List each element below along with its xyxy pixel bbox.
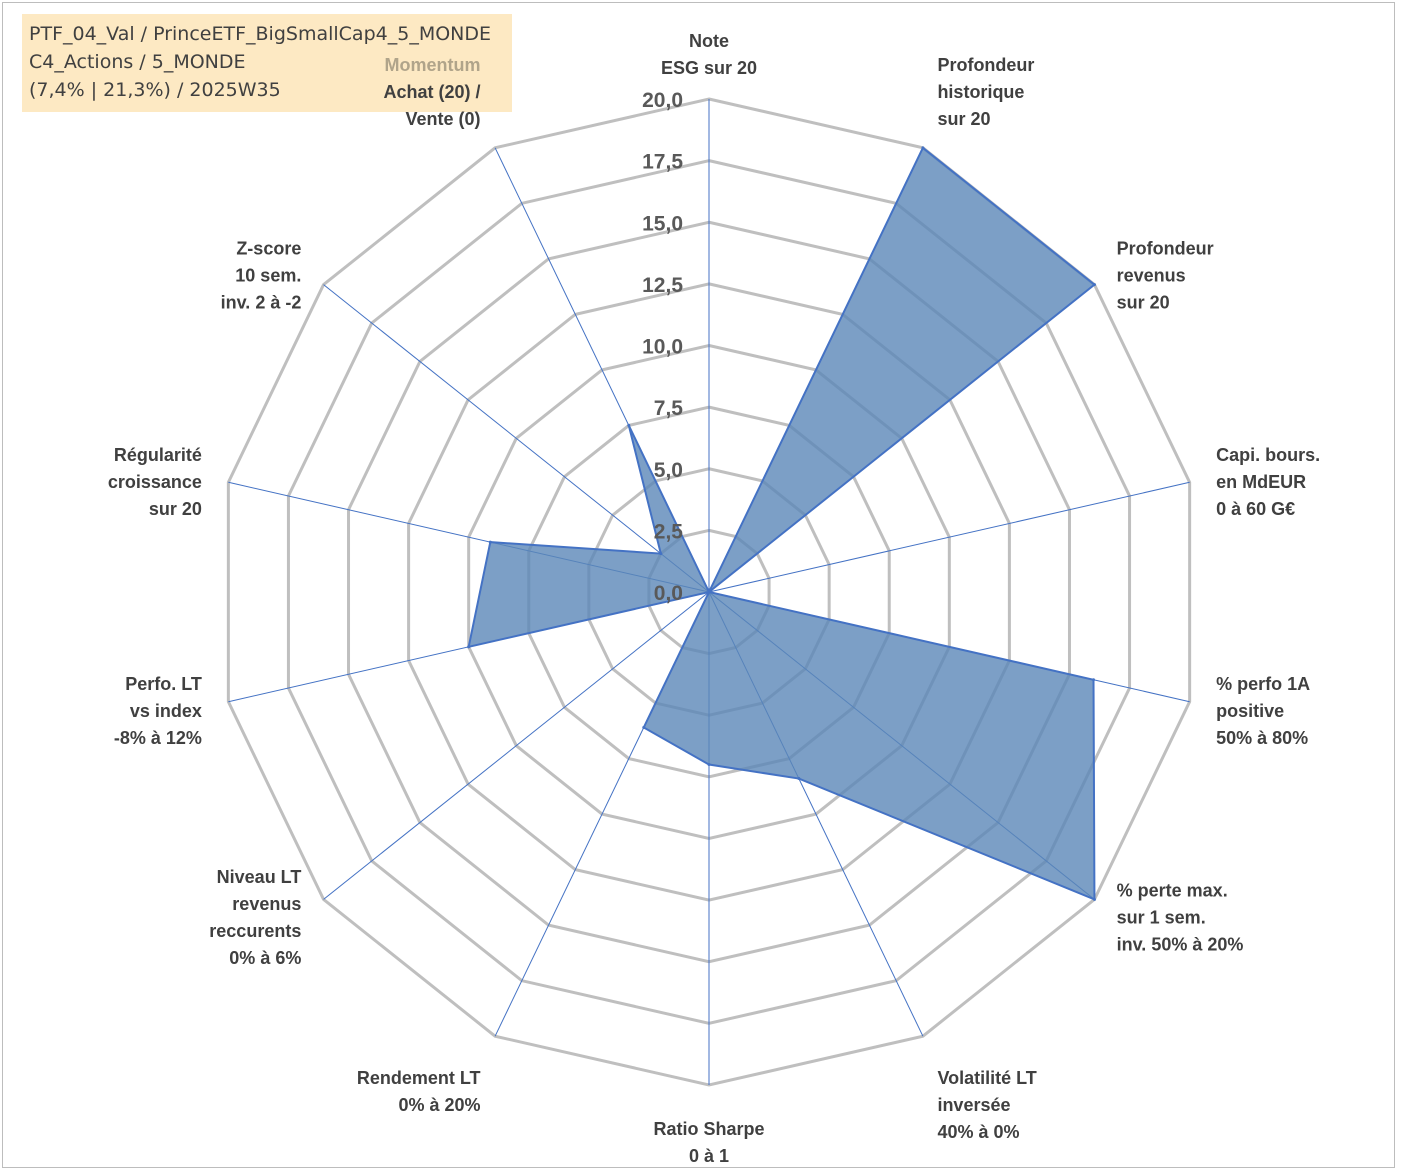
tick-label: 2,5: [654, 520, 684, 543]
axis-label: positive: [1216, 701, 1284, 721]
axis-label: reccurents: [209, 921, 301, 941]
axis-label: sur 1 sem.: [1117, 908, 1206, 928]
data-point: [797, 777, 801, 781]
axis-label: revenus: [1117, 265, 1186, 285]
data-point: [707, 590, 711, 594]
tick-label: 10,0: [642, 336, 683, 359]
axis-label: 10 sem.: [235, 265, 301, 285]
axis-label: revenus: [232, 894, 301, 914]
axis-label: 0 à 1: [689, 1146, 729, 1166]
axis-label: Rendement LT: [357, 1068, 481, 1088]
axis-label: 0 à 60 G€: [1216, 499, 1295, 519]
tick-label: 20,0: [642, 89, 683, 112]
tick-label: 0,0: [654, 582, 683, 605]
axis-label: Niveau LT: [217, 867, 302, 887]
axis-label: % perte max.: [1117, 881, 1228, 901]
axis-label: inv. 2 à -2: [221, 292, 302, 312]
tick-label: 5,0: [654, 459, 683, 482]
tick-label: 17,5: [642, 151, 683, 174]
axis-label: ESG sur 20: [661, 58, 757, 78]
axis-label: 0% à 6%: [229, 948, 301, 968]
axis-label: inversée: [937, 1095, 1010, 1115]
series-area: [467, 146, 1097, 901]
radar-series: [467, 146, 1097, 901]
data-point: [659, 552, 663, 556]
axis-label: Ratio Sharpe: [653, 1119, 764, 1139]
data-point: [921, 146, 925, 150]
axis-label: historique: [937, 82, 1024, 102]
data-point: [1092, 678, 1096, 682]
axis-label: vs index: [130, 701, 202, 721]
data-point: [627, 423, 631, 427]
portfolio-info-box: PTF_04_Val / PrinceETF_BigSmallCap4_5_MO…: [22, 14, 512, 112]
axis-label: -8% à 12%: [114, 728, 202, 748]
axis-label: 50% à 80%: [1216, 728, 1308, 748]
data-point: [1092, 897, 1096, 901]
axis-label: Momentum: [385, 55, 481, 75]
axis-labels: Note ESG sur 20 Profondeur historique sur 20…: [108, 31, 1320, 1166]
axis-label: % perfo 1A: [1216, 674, 1310, 694]
axis-label: Régularité: [114, 445, 202, 465]
tick-label: 15,0: [642, 212, 683, 235]
data-point: [467, 645, 471, 649]
portfolio-name: PTF_04_Val / PrinceETF_BigSmallCap4_5_MO…: [29, 23, 492, 45]
axis-label: Profondeur: [1117, 238, 1214, 258]
axis-label: Vente (0): [406, 109, 481, 129]
axis-label: Volatilité LT: [937, 1068, 1036, 1088]
axis-spoke: [708, 481, 1190, 593]
axis-label: Profondeur: [937, 55, 1034, 75]
performance-week: (7,4% | 21,3%) / 2025W35: [29, 79, 281, 101]
axis-label: croissance: [108, 472, 202, 492]
axis-label: sur 20: [937, 109, 990, 129]
tick-label: 12,5: [642, 274, 683, 297]
axis-label: Achat (20) /: [384, 82, 481, 102]
radial-tick-labels: 0,0 2,5 5,0 7,5 10,0 12,5 15,0 17,5 20,0: [642, 89, 683, 605]
axis-label: Z-score: [236, 238, 301, 258]
axis-label: 40% à 0%: [937, 1122, 1019, 1142]
axis-spoke: [323, 284, 710, 593]
data-point: [1092, 283, 1096, 287]
axis-label: sur 20: [149, 499, 202, 519]
data-point: [488, 540, 492, 544]
axis-spoke: [323, 591, 710, 900]
asset-class: C4_Actions / 5_MONDE: [29, 51, 246, 73]
axis-label: Note: [689, 31, 729, 51]
axis-label: en MdEUR: [1216, 472, 1306, 492]
axis-label: inv. 50% à 20%: [1117, 935, 1244, 955]
tick-label: 7,5: [654, 397, 684, 420]
data-point: [707, 763, 711, 767]
data-point: [642, 725, 646, 729]
axis-label: 0% à 20%: [398, 1095, 480, 1115]
axis-label: Perfo. LT: [125, 674, 202, 694]
axis-label: Capi. bours.: [1216, 445, 1320, 465]
axis-label: sur 20: [1117, 292, 1170, 312]
